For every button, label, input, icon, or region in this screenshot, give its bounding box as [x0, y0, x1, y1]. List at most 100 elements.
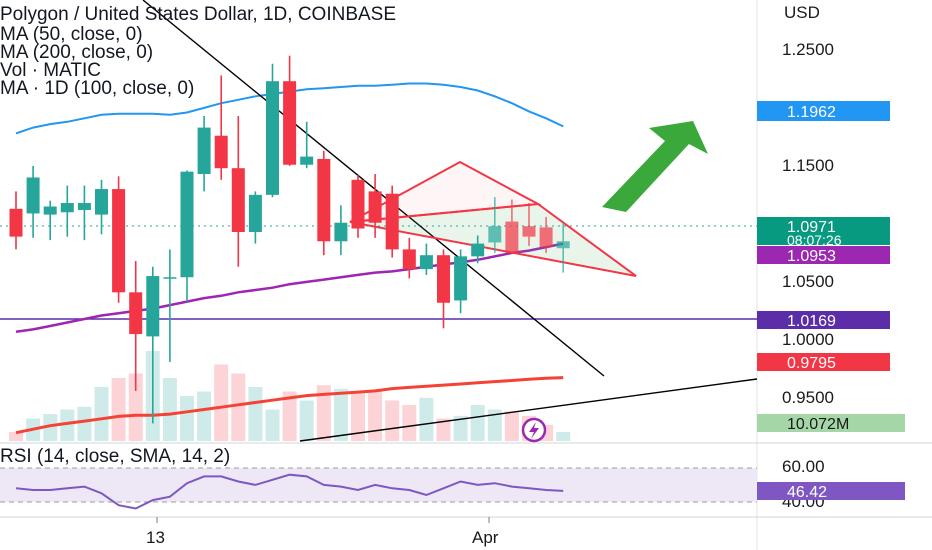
volume-bar [487, 409, 502, 441]
candle-body [488, 226, 502, 243]
volume-bar [385, 400, 400, 441]
candle [112, 176, 126, 303]
price-tick-4: 1.0000 [782, 330, 834, 349]
candle [248, 191, 262, 244]
time-label-13: 13 [146, 528, 165, 547]
candle-body [214, 135, 228, 169]
candle-body [402, 249, 416, 270]
time-label-apr: Apr [472, 528, 499, 547]
candle [60, 185, 74, 237]
candle [283, 55, 297, 166]
candle-body [522, 226, 536, 237]
rsi-tick-60: 60.00 [782, 457, 825, 476]
candle [77, 185, 91, 241]
price-tick-5: 0.9500 [782, 388, 834, 407]
svg-text:10.072M: 10.072M [787, 416, 849, 433]
candle [334, 205, 348, 256]
volume-bar [282, 391, 297, 441]
candle-body [9, 208, 23, 237]
volume-bar [556, 432, 571, 441]
svg-text:1.0169: 1.0169 [787, 313, 836, 330]
candle-body [43, 206, 57, 215]
candle [129, 261, 143, 391]
volume-bar [368, 391, 383, 441]
candle-body [471, 243, 485, 257]
candle-body [437, 255, 450, 303]
badge-rsi: 46.42 [757, 482, 905, 501]
volume-bar [248, 387, 263, 441]
candle-body [419, 255, 433, 270]
volume-bar [351, 391, 365, 441]
trend-line-ascending[interactable] [299, 378, 758, 442]
candle-body [556, 241, 570, 249]
candle-body [283, 81, 297, 165]
candle [556, 222, 570, 273]
candle [266, 63, 279, 198]
candle [471, 235, 485, 264]
volume-bar [265, 409, 280, 441]
candle [437, 249, 450, 329]
legend-volume[interactable]: Vol · MATIC [0, 60, 101, 81]
rsi-legend[interactable]: RSI (14, close, SMA, 14, 2) [0, 446, 230, 467]
candle-body [317, 158, 331, 242]
candle [454, 249, 468, 314]
badge-volume: 10.072M [757, 414, 905, 433]
candle [214, 75, 228, 180]
badge-ma100: 0.9795 [757, 353, 890, 372]
candle-body [231, 168, 245, 232]
candle [368, 174, 382, 238]
volume-bar [214, 364, 229, 441]
candle [300, 121, 314, 169]
volume-bar [162, 378, 177, 441]
trend-line-descending[interactable] [142, 0, 605, 377]
volume-bar [94, 387, 109, 441]
volume-bar [504, 411, 519, 441]
candle-body [266, 81, 279, 195]
candle [197, 116, 211, 192]
candle [385, 185, 399, 258]
price-tick-2: 1.1500 [782, 156, 834, 175]
candle [539, 216, 553, 253]
candle [163, 249, 177, 362]
candle [26, 165, 40, 238]
volume-bar [231, 373, 246, 441]
candle-body [539, 227, 553, 248]
candle-body [454, 256, 468, 301]
candle-body [60, 203, 74, 213]
volume-bar [436, 418, 451, 441]
rsi-line [15, 473, 564, 510]
ma200-line [15, 242, 564, 334]
volume-bar [180, 396, 194, 441]
badge-level: 1.0169 [757, 311, 890, 330]
candle [95, 179, 108, 235]
volume-bar [43, 414, 58, 441]
legend-ma100[interactable]: MA · 1D (100, close, 0) [0, 78, 194, 99]
volume-bar [333, 388, 348, 441]
badge-ma200: 1.0953 [757, 246, 890, 265]
candle-body [300, 156, 314, 165]
candle [351, 175, 365, 238]
candle [522, 203, 536, 246]
legend-ma50[interactable]: MA (50, close, 0) [0, 24, 143, 45]
volume-bar [128, 373, 143, 441]
volume-bar [453, 415, 468, 441]
volume-bar [470, 405, 485, 441]
volume-bar [402, 405, 417, 441]
candle-body [129, 292, 143, 335]
lightning-icon[interactable] [521, 417, 547, 443]
candle [402, 237, 416, 279]
candle [505, 199, 519, 255]
bullish-arrow-icon[interactable] [602, 121, 708, 212]
badge-price: 1.0971 08:07:26 [757, 217, 890, 248]
chart-title: Polygon / United States Dollar, 1D, COIN… [0, 4, 396, 25]
svg-text:1.1962: 1.1962 [787, 104, 836, 121]
candle-body [146, 276, 160, 337]
candle [9, 191, 23, 250]
legend-ma200[interactable]: MA (200, close, 0) [0, 42, 153, 63]
volume-bar [77, 406, 92, 441]
candle-body [77, 203, 91, 210]
svg-text:1.0953: 1.0953 [787, 248, 836, 265]
badge-ma50: 1.1962 [757, 101, 890, 121]
